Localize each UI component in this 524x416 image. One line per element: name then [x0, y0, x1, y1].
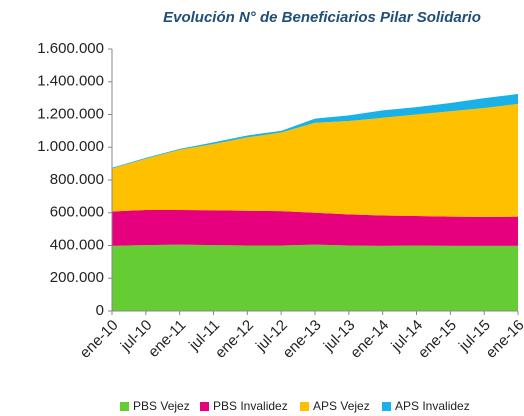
x-tick-label: ene-14 — [347, 317, 392, 362]
area — [112, 244, 518, 311]
y-tick-label: 1.000.000 — [37, 138, 104, 155]
y-tick-label: 1.400.000 — [37, 73, 104, 90]
chart-title: Evolución N° de Beneficiarios Pilar Soli… — [163, 9, 481, 26]
y-tick-label: 600.000 — [50, 204, 104, 221]
area — [112, 103, 518, 217]
area — [112, 94, 518, 169]
x-tick-label: ene-11 — [145, 317, 189, 361]
y-tick-label: 1.600.000 — [37, 40, 104, 57]
x-tick-label: ene-16 — [483, 317, 524, 362]
legend-swatch — [382, 402, 391, 411]
legend-swatch — [200, 402, 209, 411]
legend-label: PBS Vejez — [133, 399, 190, 413]
y-tick-label: 0 — [96, 302, 104, 319]
y-tick-label: 1.200.000 — [37, 105, 104, 122]
legend-swatch — [300, 402, 309, 411]
x-tick-label: ene-15 — [415, 317, 460, 362]
legend-label: APS Vejez — [313, 399, 370, 413]
y-tick-label: 400.000 — [50, 236, 104, 253]
x-tick-label: ene-10 — [77, 317, 122, 362]
legend-label: APS Invalidez — [395, 399, 470, 413]
legend-label: PBS Invalidez — [213, 399, 288, 413]
area — [112, 209, 518, 246]
y-tick-label: 200.000 — [50, 269, 104, 286]
y-tick-label: 800.000 — [50, 171, 104, 188]
x-tick-label: ene-12 — [212, 317, 257, 362]
legend-swatch — [120, 402, 129, 411]
x-tick-label: ene-13 — [280, 317, 325, 362]
